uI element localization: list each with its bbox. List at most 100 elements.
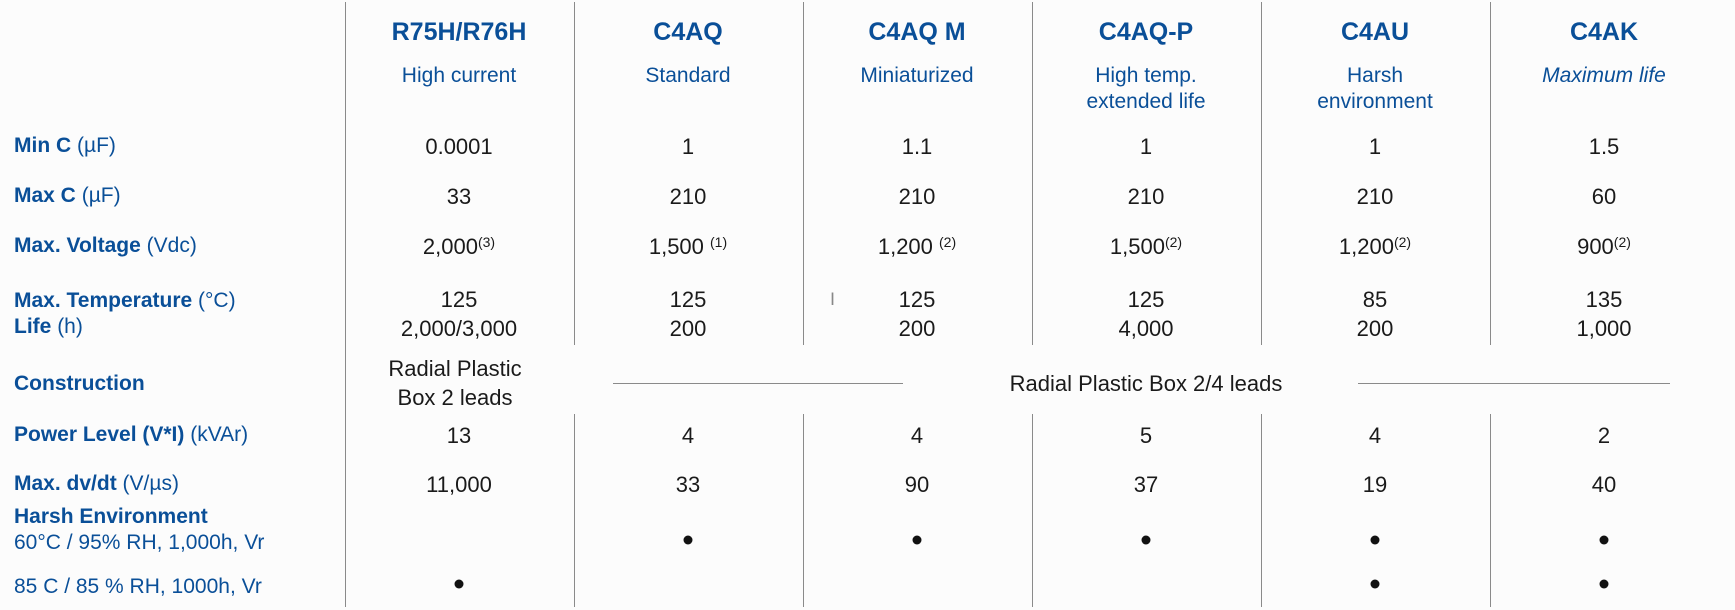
row-unit: (µF) [81, 184, 121, 207]
row-unit: (h) [57, 315, 83, 338]
column-subtitle: extended life [1086, 90, 1206, 113]
cell-value: 1,500 [1109, 234, 1165, 259]
column-header: R75H/R76H [391, 18, 527, 46]
row-unit: (µF) [77, 134, 116, 157]
table-cell: 0.0001 [425, 134, 493, 159]
table-cell: 2,000(3) [423, 234, 495, 260]
column-separator [345, 2, 346, 607]
column-subtitle: High current [401, 64, 517, 87]
table-cell: 1 [1139, 134, 1153, 159]
row-label-text: Construction [14, 372, 145, 395]
table-cell: 4 [910, 423, 924, 448]
row-unit: (°C) [198, 289, 236, 312]
row-unit: (kVAr) [190, 423, 249, 446]
row-unit: (V/µs) [122, 472, 179, 495]
column-separator [574, 414, 575, 607]
row-label-text: Min C [14, 134, 72, 157]
table-cell: 33 [446, 184, 472, 209]
cell-value: 1,200 [877, 234, 940, 259]
table-cell: 1 [681, 134, 695, 159]
column-separator [1261, 2, 1262, 345]
bullet-mark [1599, 579, 1609, 589]
table-cell: 1.1 [901, 134, 933, 159]
bullet-mark [1141, 535, 1151, 545]
row-label-power-level: Power Level (V*I) (kVAr) [14, 423, 248, 447]
row-label-min-c: Min C (µF) [14, 134, 116, 158]
table-cell: 200 [669, 316, 707, 341]
table-cell: 1.5 [1588, 134, 1620, 159]
column-separator [803, 2, 804, 345]
bullet-mark [683, 535, 693, 545]
column-header: C4AQ [653, 18, 723, 46]
column-header: C4AQ-P [1098, 18, 1194, 46]
cell-value: 2,000 [422, 234, 478, 259]
column-separator [574, 2, 575, 345]
table-cell: 33 [675, 472, 701, 497]
table-cell: 4 [1368, 423, 1382, 448]
span-line-right [1358, 383, 1670, 384]
column-subtitle: High temp. [1095, 64, 1197, 87]
row-label-text: Max. dv/dt [14, 472, 117, 495]
table-cell: 40 [1591, 472, 1617, 497]
cell-value: 1,200 [1338, 234, 1394, 259]
column-separator [1490, 414, 1491, 607]
table-cell: 210 [1356, 184, 1394, 209]
text-cursor-icon: I [830, 290, 836, 310]
footnote-ref: (3) [477, 234, 496, 250]
bullet-mark [454, 579, 464, 589]
footnote-ref: (2) [1613, 234, 1631, 250]
row-label-harsh-cond1: 60°C / 95% RH, 1,000h, Vr [14, 531, 265, 554]
column-separator [1032, 414, 1033, 607]
row-label-max-temperature: Max. Temperature (°C) [14, 289, 236, 313]
table-cell: 210 [669, 184, 707, 209]
cell-value: 900 [1577, 234, 1614, 259]
table-cell: 125 [1127, 287, 1165, 312]
column-separator [1490, 2, 1491, 345]
row-label-harsh-environment: Harsh Environment [14, 505, 208, 529]
table-cell: 210 [1127, 184, 1165, 209]
table-cell: 200 [898, 316, 936, 341]
table-cell: 135 [1585, 287, 1623, 312]
row-label-text: Harsh Environment [14, 505, 208, 528]
bullet-mark [912, 535, 922, 545]
table-cell: Box 2 leads [397, 385, 513, 410]
table-cell: 60 [1591, 184, 1617, 209]
table-cell: 37 [1133, 472, 1159, 497]
column-subtitle: Miniaturized [860, 64, 974, 87]
footnote-ref: (2) [1164, 234, 1183, 250]
table-cell: 2,000/3,000 [400, 316, 518, 341]
table-cell: 1,200(2) [1339, 234, 1411, 260]
footnote-ref: (2) [939, 234, 957, 250]
row-label-text: Max. Voltage [14, 234, 141, 257]
table-cell: 1,200 (2) [878, 234, 956, 260]
table-cell: 90 [904, 472, 930, 497]
table-cell: 1,500(2) [1110, 234, 1182, 260]
column-header: C4AK [1569, 18, 1639, 46]
table-cell: 13 [446, 423, 472, 448]
row-label-construction: Construction [14, 372, 145, 396]
column-header: C4AU [1340, 18, 1410, 46]
column-header: C4AQ M [868, 18, 966, 46]
table-cell: 4 [681, 423, 695, 448]
row-label-text: Max C [14, 184, 76, 207]
table-cell: Radial Plastic [388, 356, 522, 381]
column-separator [1032, 2, 1033, 345]
row-label-harsh-cond2: 85 C / 85 % RH, 1000h, Vr [14, 575, 262, 598]
table-cell: 2 [1597, 423, 1611, 448]
table-cell: 19 [1362, 472, 1388, 497]
bullet-mark [1370, 535, 1380, 545]
table-cell: 125 [440, 287, 478, 312]
row-label-life: Life (h) [14, 315, 83, 339]
table-cell: 11,000 [426, 472, 492, 497]
column-subtitle: Standard [645, 64, 731, 87]
row-unit: (Vdc) [146, 234, 197, 257]
column-separator [1261, 414, 1262, 607]
table-cell: 1 [1368, 134, 1382, 159]
column-subtitle: Harsh [1346, 64, 1404, 87]
table-cell: 200 [1356, 316, 1394, 341]
table-cell: 85 [1362, 287, 1388, 312]
column-separator [803, 414, 804, 607]
footnote-ref: (2) [1393, 234, 1412, 250]
table-cell: 125 [669, 287, 707, 312]
row-label-max-voltage: Max. Voltage (Vdc) [14, 234, 197, 258]
